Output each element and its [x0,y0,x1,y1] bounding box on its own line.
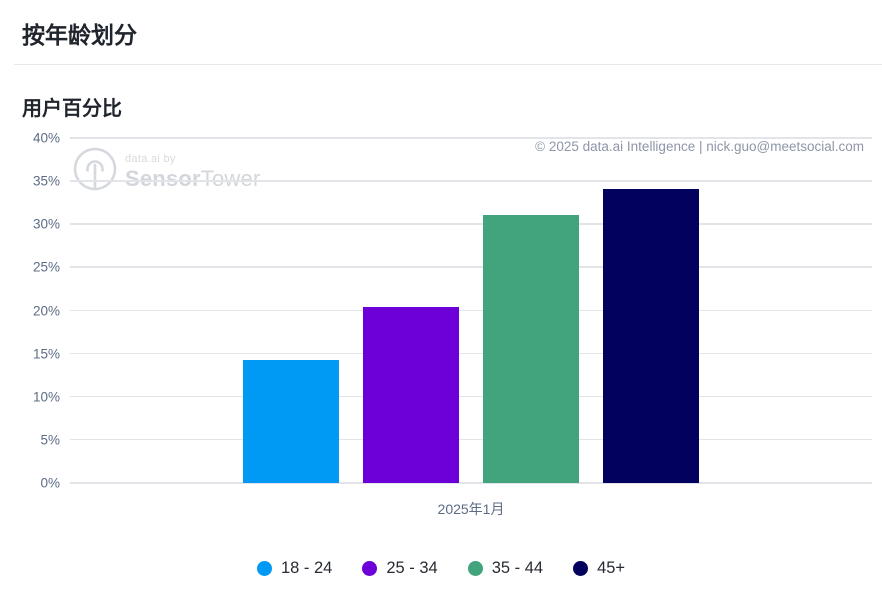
divider [14,64,882,65]
x-axis-label: 2025年1月 [437,501,505,517]
chart-title: 用户百分比 [22,98,122,120]
legend-dot [256,561,272,576]
legend-item-35-44[interactable]: 35 - 44 [467,559,544,578]
legend: 18 - 24 25 - 34 35 - 44 45+ [0,559,882,578]
gridline [70,180,872,182]
y-tick-label: 5% [40,432,60,448]
plot-area [70,137,872,484]
gridline [70,395,872,398]
gridline [70,438,872,441]
legend-item-18-24[interactable]: 18 - 24 [256,559,333,578]
bar-18-24[interactable] [243,359,339,483]
gridlines [70,137,872,484]
gridline [70,352,872,355]
y-axis-labels: 40% 35% 30% 25% 20% 15% 10% 5% 0% [0,131,60,491]
gridline [70,137,872,139]
legend-label: 45+ [597,559,626,577]
gridline [70,482,872,484]
bar-25-34[interactable] [363,307,459,483]
y-tick-label: 20% [32,303,60,318]
gridline [70,223,872,225]
legend-dot [573,561,589,576]
page-title: 按年龄划分 [22,22,137,48]
y-tick-label: 10% [32,389,60,405]
copyright-text: © 2025 data.ai Intelligence | nick.guo@m… [535,139,864,154]
bar-45+[interactable] [603,188,699,483]
gridline [70,266,872,268]
legend-dot [362,561,378,576]
y-tick-label: 30% [32,216,60,232]
gridline [70,309,872,311]
legend-dot [467,561,483,576]
legend-label: 25 - 34 [386,559,438,577]
legend-item-25-34[interactable]: 25 - 34 [362,559,438,578]
y-tick-label: 25% [32,259,60,275]
y-tick-label: 15% [32,346,60,362]
legend-label: 18 - 24 [280,559,333,577]
legend-item-45+[interactable]: 45+ [573,559,625,578]
bar-group [243,138,699,483]
y-tick-label: 40% [32,130,60,146]
y-tick-label: 35% [32,173,60,189]
y-tick-label: 0% [40,475,60,491]
legend-label: 35 - 44 [491,559,544,577]
bar-35-44[interactable] [483,214,579,483]
